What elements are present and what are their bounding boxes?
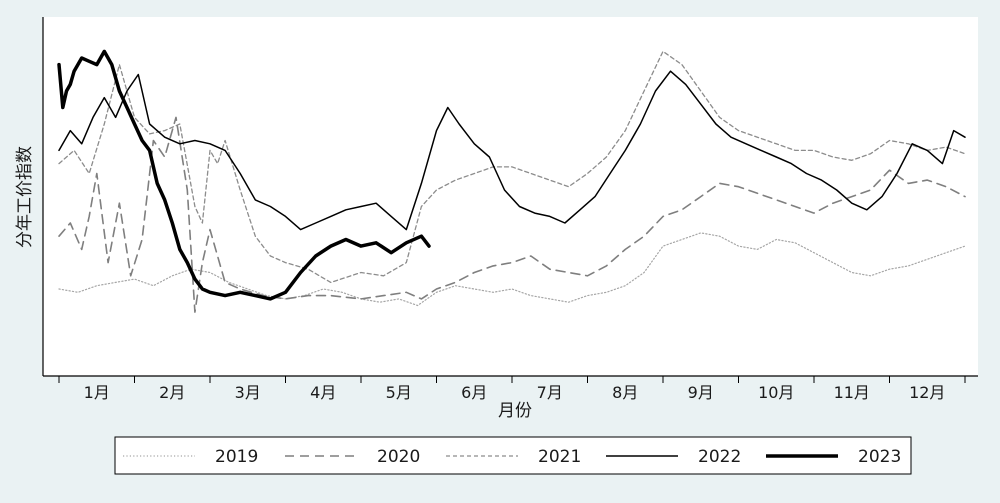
legend-label-2019: 2019 [215,447,258,467]
series-layer [57,49,966,313]
legend-label-2021: 2021 [538,447,581,467]
x-tick-label: 7月 [537,383,563,402]
x-tick-layer: 1月 2月 3月 4月 5月 6月 7月 8月 9月 10月 11月 12月 [58,376,966,402]
x-tick-label: 8月 [612,383,638,402]
x-tick-label: 6月 [461,383,487,402]
x-tick-label: 1月 [84,383,110,402]
x-tick-label: 10月 [758,383,794,402]
legend-label-2023: 2023 [858,447,901,467]
x-tick-label: 11月 [834,383,870,402]
series-line-2023 [57,49,431,301]
x-axis-title: 月份 [498,401,532,421]
x-tick-label: 12月 [909,383,945,402]
legend-label-2022: 2022 [698,447,741,467]
x-tick-label: 4月 [310,383,336,402]
legend-label-2020: 2020 [377,447,420,467]
series-line-2021 [58,50,966,284]
y-axis-title: 分年工价指数 [15,146,35,248]
series-line-2022 [58,70,966,231]
legend-entries: 2019 2020 2021 2022 2023 [123,447,901,467]
x-tick-label: 3月 [235,383,261,402]
legend: 2019 2020 2021 2022 2023 [114,436,912,475]
series-line-2019 [58,232,966,307]
x-tick-label: 9月 [688,383,714,402]
x-tick-label: 5月 [386,383,412,402]
x-tick-label: 2月 [159,383,185,402]
series-line-2020 [58,116,966,313]
